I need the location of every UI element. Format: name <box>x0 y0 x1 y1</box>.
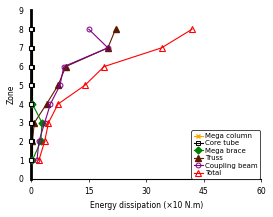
Mega brace <box>31 159 34 161</box>
Core tube <box>30 28 34 30</box>
Total <box>83 84 87 87</box>
Total <box>102 65 106 68</box>
Truss <box>57 84 60 87</box>
Truss <box>45 103 48 105</box>
Coupling beam <box>43 122 46 124</box>
Coupling beam <box>58 84 62 87</box>
Mega column <box>30 47 33 49</box>
Core tube <box>30 47 34 49</box>
Mega column <box>30 28 33 30</box>
Total <box>160 47 163 49</box>
Core tube <box>30 159 34 161</box>
Mega column <box>30 159 33 161</box>
Coupling beam <box>49 103 52 105</box>
Line: Core tube: Core tube <box>30 27 34 162</box>
Total <box>47 122 50 124</box>
Line: Mega column: Mega column <box>30 27 33 162</box>
Truss <box>114 28 117 30</box>
Truss <box>106 47 109 49</box>
Mega brace <box>39 140 43 143</box>
Mega column <box>30 84 33 87</box>
Coupling beam <box>87 28 90 30</box>
Coupling beam <box>106 47 109 49</box>
Total <box>191 28 194 30</box>
Core tube <box>30 122 34 124</box>
Coupling beam <box>35 159 38 161</box>
Line: Mega brace: Mega brace <box>30 102 44 163</box>
Line: Truss: Truss <box>29 26 118 144</box>
Total <box>43 140 46 143</box>
Core tube <box>30 65 34 68</box>
Line: Coupling beam: Coupling beam <box>35 27 110 163</box>
X-axis label: Energy dissipation (×10 N.m): Energy dissipation (×10 N.m) <box>90 201 203 210</box>
Truss <box>31 140 34 143</box>
Line: Total: Total <box>36 26 195 163</box>
Mega brace <box>31 103 34 105</box>
Coupling beam <box>62 65 66 68</box>
Truss <box>64 65 67 68</box>
Legend: Mega column, Core tube, Mega brace, Truss, Coupling beam, Total: Mega column, Core tube, Mega brace, Trus… <box>191 130 260 179</box>
Y-axis label: Zone: Zone <box>7 85 16 104</box>
Total <box>37 159 40 161</box>
Mega brace <box>40 122 44 124</box>
Mega column <box>30 103 33 105</box>
Total <box>57 103 60 105</box>
Coupling beam <box>37 140 40 143</box>
Truss <box>33 122 36 124</box>
Core tube <box>30 84 34 87</box>
Mega column <box>30 122 33 124</box>
Mega column <box>30 65 33 68</box>
Core tube <box>30 140 34 143</box>
Core tube <box>30 103 34 105</box>
Mega column <box>30 140 33 143</box>
